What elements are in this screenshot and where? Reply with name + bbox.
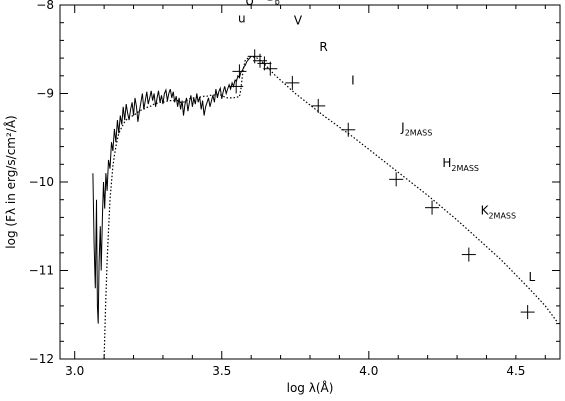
- band-label: H2MASS: [442, 156, 479, 173]
- spectrum-series: [92, 55, 558, 360]
- photometry-points: [229, 49, 535, 320]
- photometry-point: [425, 200, 440, 215]
- photometry-point: [257, 56, 272, 71]
- band-label: L: [529, 270, 536, 284]
- y-tick-label: −8: [36, 0, 54, 12]
- y-tick-label: −9: [36, 87, 54, 101]
- band-labels: uUvBbVRIJ2MASSH2MASSK2MASSL: [238, 0, 536, 284]
- x-tick-label: 4.5: [506, 364, 525, 378]
- photometry-point: [341, 122, 356, 137]
- photometry-point: [389, 172, 404, 187]
- band-label: I: [351, 74, 355, 88]
- y-tick-label: −10: [29, 175, 54, 189]
- band-label: R: [319, 40, 327, 54]
- model-spectrum-line: [103, 55, 558, 360]
- x-axis-label: log λ(Å): [287, 380, 334, 395]
- y-tick-label: −11: [29, 264, 54, 278]
- y-tick-label: −12: [29, 352, 54, 366]
- photometry-point: [263, 61, 278, 76]
- band-label: V: [294, 13, 303, 27]
- photometry-point: [311, 98, 326, 113]
- band-label: Bb: [266, 0, 279, 7]
- photometry-point: [285, 75, 300, 90]
- photometry-point: [461, 247, 476, 262]
- photometry-point: [520, 305, 535, 320]
- x-tick-label: 3.5: [212, 364, 231, 378]
- photometry-point: [232, 64, 247, 79]
- y-axis-ticks: −8 −9 −10 −11 −12: [29, 0, 560, 366]
- band-label: u: [238, 12, 246, 26]
- y-axis-label: log (Fλ in erg/s/cm²/Å): [3, 115, 18, 248]
- x-tick-label: 3.0: [65, 364, 84, 378]
- band-label: U: [245, 0, 254, 8]
- band-label: K2MASS: [481, 204, 517, 221]
- plot-frame: [59, 4, 561, 360]
- photometry-point: [229, 79, 244, 94]
- x-axis-ticks: 3.0 3.5 4.0 4.5: [65, 5, 546, 378]
- x-tick-label: 4.0: [359, 364, 378, 378]
- observed-spectrum-line: [92, 55, 252, 324]
- band-label: J2MASS: [400, 121, 432, 138]
